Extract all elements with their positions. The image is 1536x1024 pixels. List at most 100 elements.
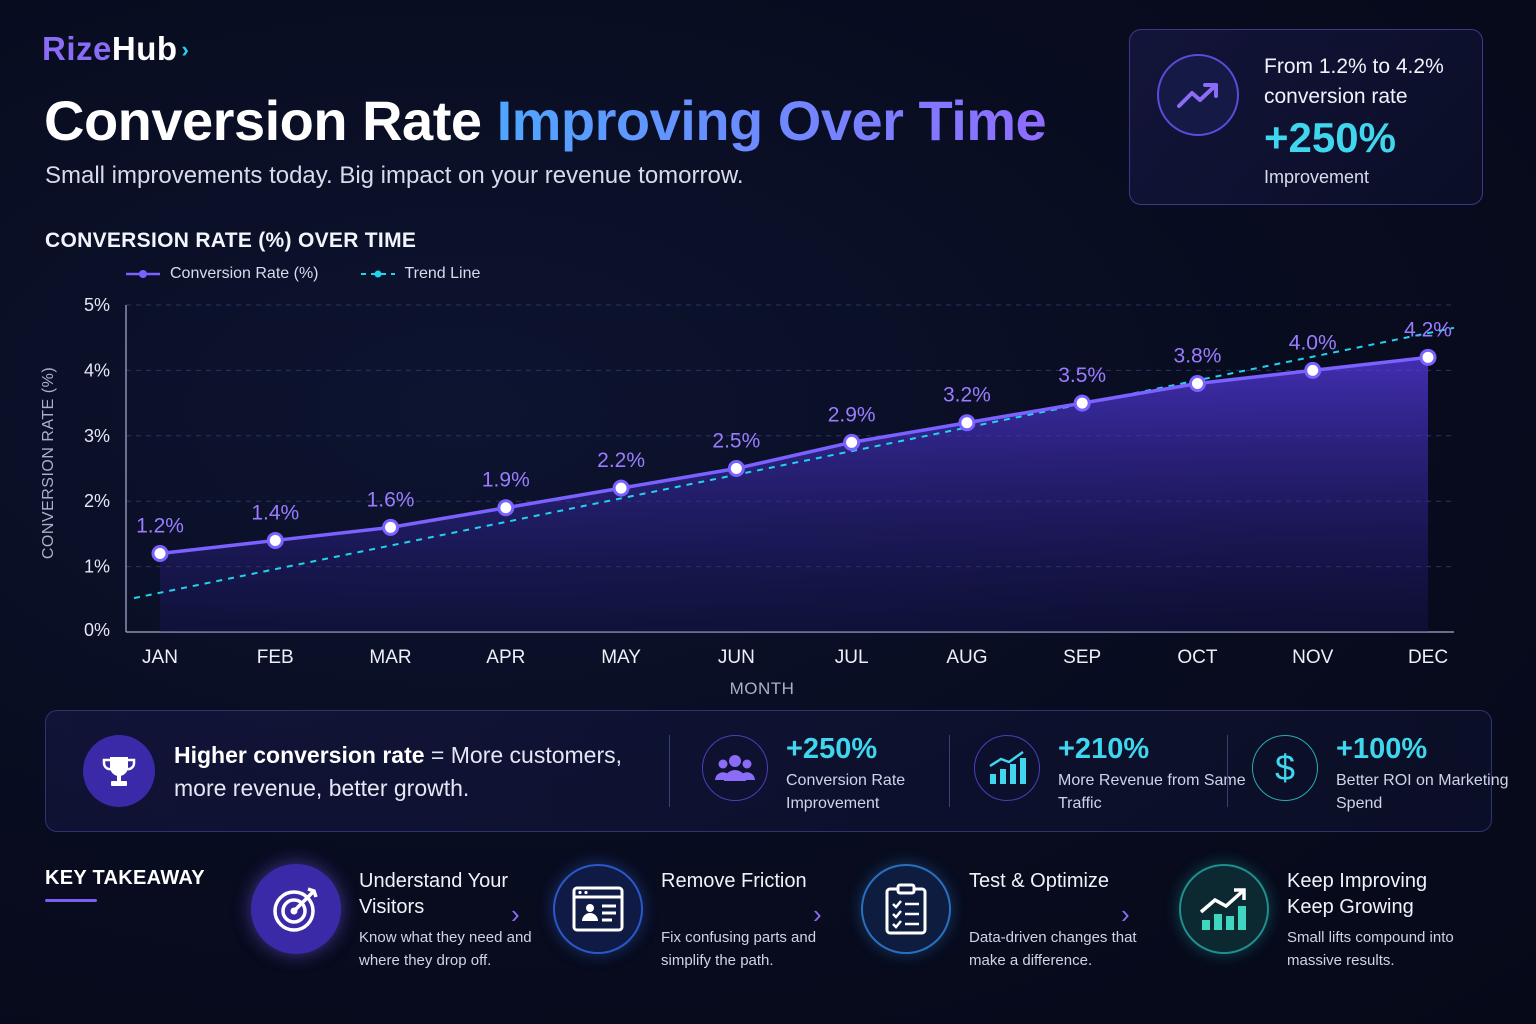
clipboard-checklist-icon bbox=[861, 864, 951, 954]
legend-item-trend: Trend Line bbox=[360, 265, 481, 283]
x-tick-label: JAN bbox=[142, 647, 178, 668]
key-takeaway-underline bbox=[45, 899, 97, 902]
page-subtitle: Small improvements today. Big impact on … bbox=[45, 162, 744, 189]
data-point bbox=[497, 499, 515, 517]
step-heading: Keep Improving Keep Growing bbox=[1287, 870, 1428, 918]
info-strip: Higher conversion rate = More customers,… bbox=[45, 710, 1509, 832]
trend-line bbox=[133, 326, 1455, 600]
legend-label-trend: Trend Line bbox=[404, 265, 481, 282]
title-main: Conversion Rate bbox=[44, 89, 482, 152]
metric-value: +250% bbox=[786, 733, 878, 765]
step-description: Small lifts compound into massive result… bbox=[1287, 929, 1454, 969]
data-label: 2.5% bbox=[712, 430, 760, 453]
trophy-icon bbox=[83, 735, 155, 807]
y-tick-label: 2% bbox=[84, 491, 110, 511]
data-point bbox=[266, 531, 284, 549]
chevron-right-icon: › bbox=[813, 899, 822, 929]
metric-value: +100% bbox=[1336, 733, 1428, 765]
metric-label: Conversion Rate Improvement bbox=[786, 772, 906, 812]
y-axis-label: CONVERSION RATE (%) bbox=[40, 367, 57, 559]
divider bbox=[669, 735, 670, 807]
x-tick-label: AUG bbox=[946, 647, 987, 668]
legend-label-conversion: Conversion Rate (%) bbox=[170, 265, 319, 282]
x-tick-label: MAY bbox=[601, 647, 641, 668]
data-label: 3.5% bbox=[1058, 364, 1106, 387]
step-heading: Remove Friction bbox=[661, 870, 807, 892]
info-strip-bold: Higher conversion rate bbox=[174, 742, 425, 768]
brand-arrow-icon: › bbox=[181, 37, 190, 62]
data-label: 1.9% bbox=[482, 469, 530, 492]
y-tick-label: 3% bbox=[84, 426, 110, 446]
data-point bbox=[843, 433, 861, 451]
growth-chart-icon bbox=[1179, 864, 1269, 954]
conversion-rate-line bbox=[159, 355, 1429, 556]
y-tick-label: 4% bbox=[84, 360, 110, 380]
metric-label: More Revenue from Same Traffic bbox=[1058, 772, 1246, 812]
metric-value: +210% bbox=[1058, 733, 1150, 765]
data-point bbox=[1304, 361, 1322, 379]
data-label: 4.0% bbox=[1289, 331, 1337, 354]
chevron-right-icon: › bbox=[511, 899, 520, 929]
step-heading: Understand Your Visitors bbox=[359, 870, 509, 918]
key-takeaway-title: KEY TAKEAWAY bbox=[45, 867, 205, 889]
chevron-right-icon: › bbox=[1121, 899, 1130, 929]
brand-logo: RizeHub › bbox=[42, 30, 189, 68]
legend-item-conversion: Conversion Rate (%) bbox=[126, 265, 319, 283]
info-strip-text: Higher conversion rate = More customers,… bbox=[174, 739, 644, 805]
legend-line-swatch bbox=[126, 270, 160, 278]
x-tick-label: APR bbox=[486, 647, 525, 668]
step-description: Data-driven changes that make a differen… bbox=[969, 929, 1137, 969]
data-label: 3.8% bbox=[1174, 344, 1222, 367]
chart-legend: Conversion Rate (%) Trend Line bbox=[126, 265, 480, 283]
conversion-rate-chart: 0% 1% 2% 3% 4% 5% JAN FEB MAR APR MAY JUN JUL AUG SEP O… bbox=[40, 295, 1455, 698]
x-tick-label: DEC bbox=[1408, 647, 1448, 668]
x-axis-label: MONTH bbox=[730, 679, 795, 698]
stat-description: From 1.2% to 4.2% conversion rate bbox=[1264, 55, 1444, 108]
y-tick-label: 5% bbox=[84, 295, 110, 315]
data-label: 2.2% bbox=[597, 449, 645, 472]
y-tick-label: 1% bbox=[84, 557, 110, 577]
data-point bbox=[382, 518, 400, 536]
stat-value: +250% bbox=[1264, 114, 1396, 161]
title-highlight: Improving Over Time bbox=[496, 89, 1047, 152]
dollar-icon: $ bbox=[1252, 735, 1318, 801]
x-tick-label: JUL bbox=[835, 647, 869, 668]
page-title: Conversion Rate Improving Over Time bbox=[44, 88, 1047, 153]
divider bbox=[949, 735, 950, 807]
stat-label: Improvement bbox=[1264, 167, 1370, 187]
data-label: 3.2% bbox=[943, 384, 991, 407]
step-heading: Test & Optimize bbox=[969, 870, 1110, 892]
x-tick-label: MAR bbox=[369, 647, 411, 668]
data-label: 1.2% bbox=[136, 515, 184, 538]
target-icon bbox=[251, 864, 341, 954]
y-tick-label: 0% bbox=[84, 620, 110, 640]
x-tick-label: OCT bbox=[1177, 647, 1218, 668]
data-label: 2.9% bbox=[828, 403, 876, 426]
improvement-stat-card: From 1.2% to 4.2% conversion rate +250% … bbox=[1129, 29, 1483, 205]
data-point bbox=[1073, 394, 1091, 412]
data-point bbox=[1188, 374, 1206, 392]
divider bbox=[1227, 735, 1228, 807]
data-point bbox=[612, 479, 630, 497]
metric-label: Better ROI on Marketing Spend bbox=[1336, 772, 1509, 812]
users-icon bbox=[702, 735, 768, 801]
data-label: 1.6% bbox=[367, 488, 415, 511]
x-tick-label: NOV bbox=[1292, 647, 1334, 668]
x-tick-label: FEB bbox=[257, 647, 294, 668]
chart-heading: CONVERSION RATE (%) OVER TIME bbox=[45, 229, 417, 252]
data-label: 1.4% bbox=[251, 501, 299, 524]
bar-chart-icon bbox=[974, 735, 1040, 801]
data-point bbox=[958, 414, 976, 432]
step-description: Know what they need and where they drop … bbox=[359, 929, 532, 969]
brand-part-2: Hub bbox=[111, 30, 178, 67]
x-tick-label: SEP bbox=[1063, 647, 1101, 668]
data-point bbox=[1419, 348, 1437, 366]
data-point bbox=[727, 460, 745, 477]
data-point bbox=[151, 545, 169, 563]
step-description: Fix confusing parts and simplify the pat… bbox=[661, 929, 817, 969]
legend-trend-swatch bbox=[360, 270, 395, 278]
info-strip-rest: = More customers, more revenue, better g… bbox=[174, 742, 623, 801]
profile-window-icon bbox=[553, 864, 643, 954]
data-label: 4.2% bbox=[1404, 318, 1452, 341]
trending-up-icon bbox=[1157, 54, 1239, 136]
